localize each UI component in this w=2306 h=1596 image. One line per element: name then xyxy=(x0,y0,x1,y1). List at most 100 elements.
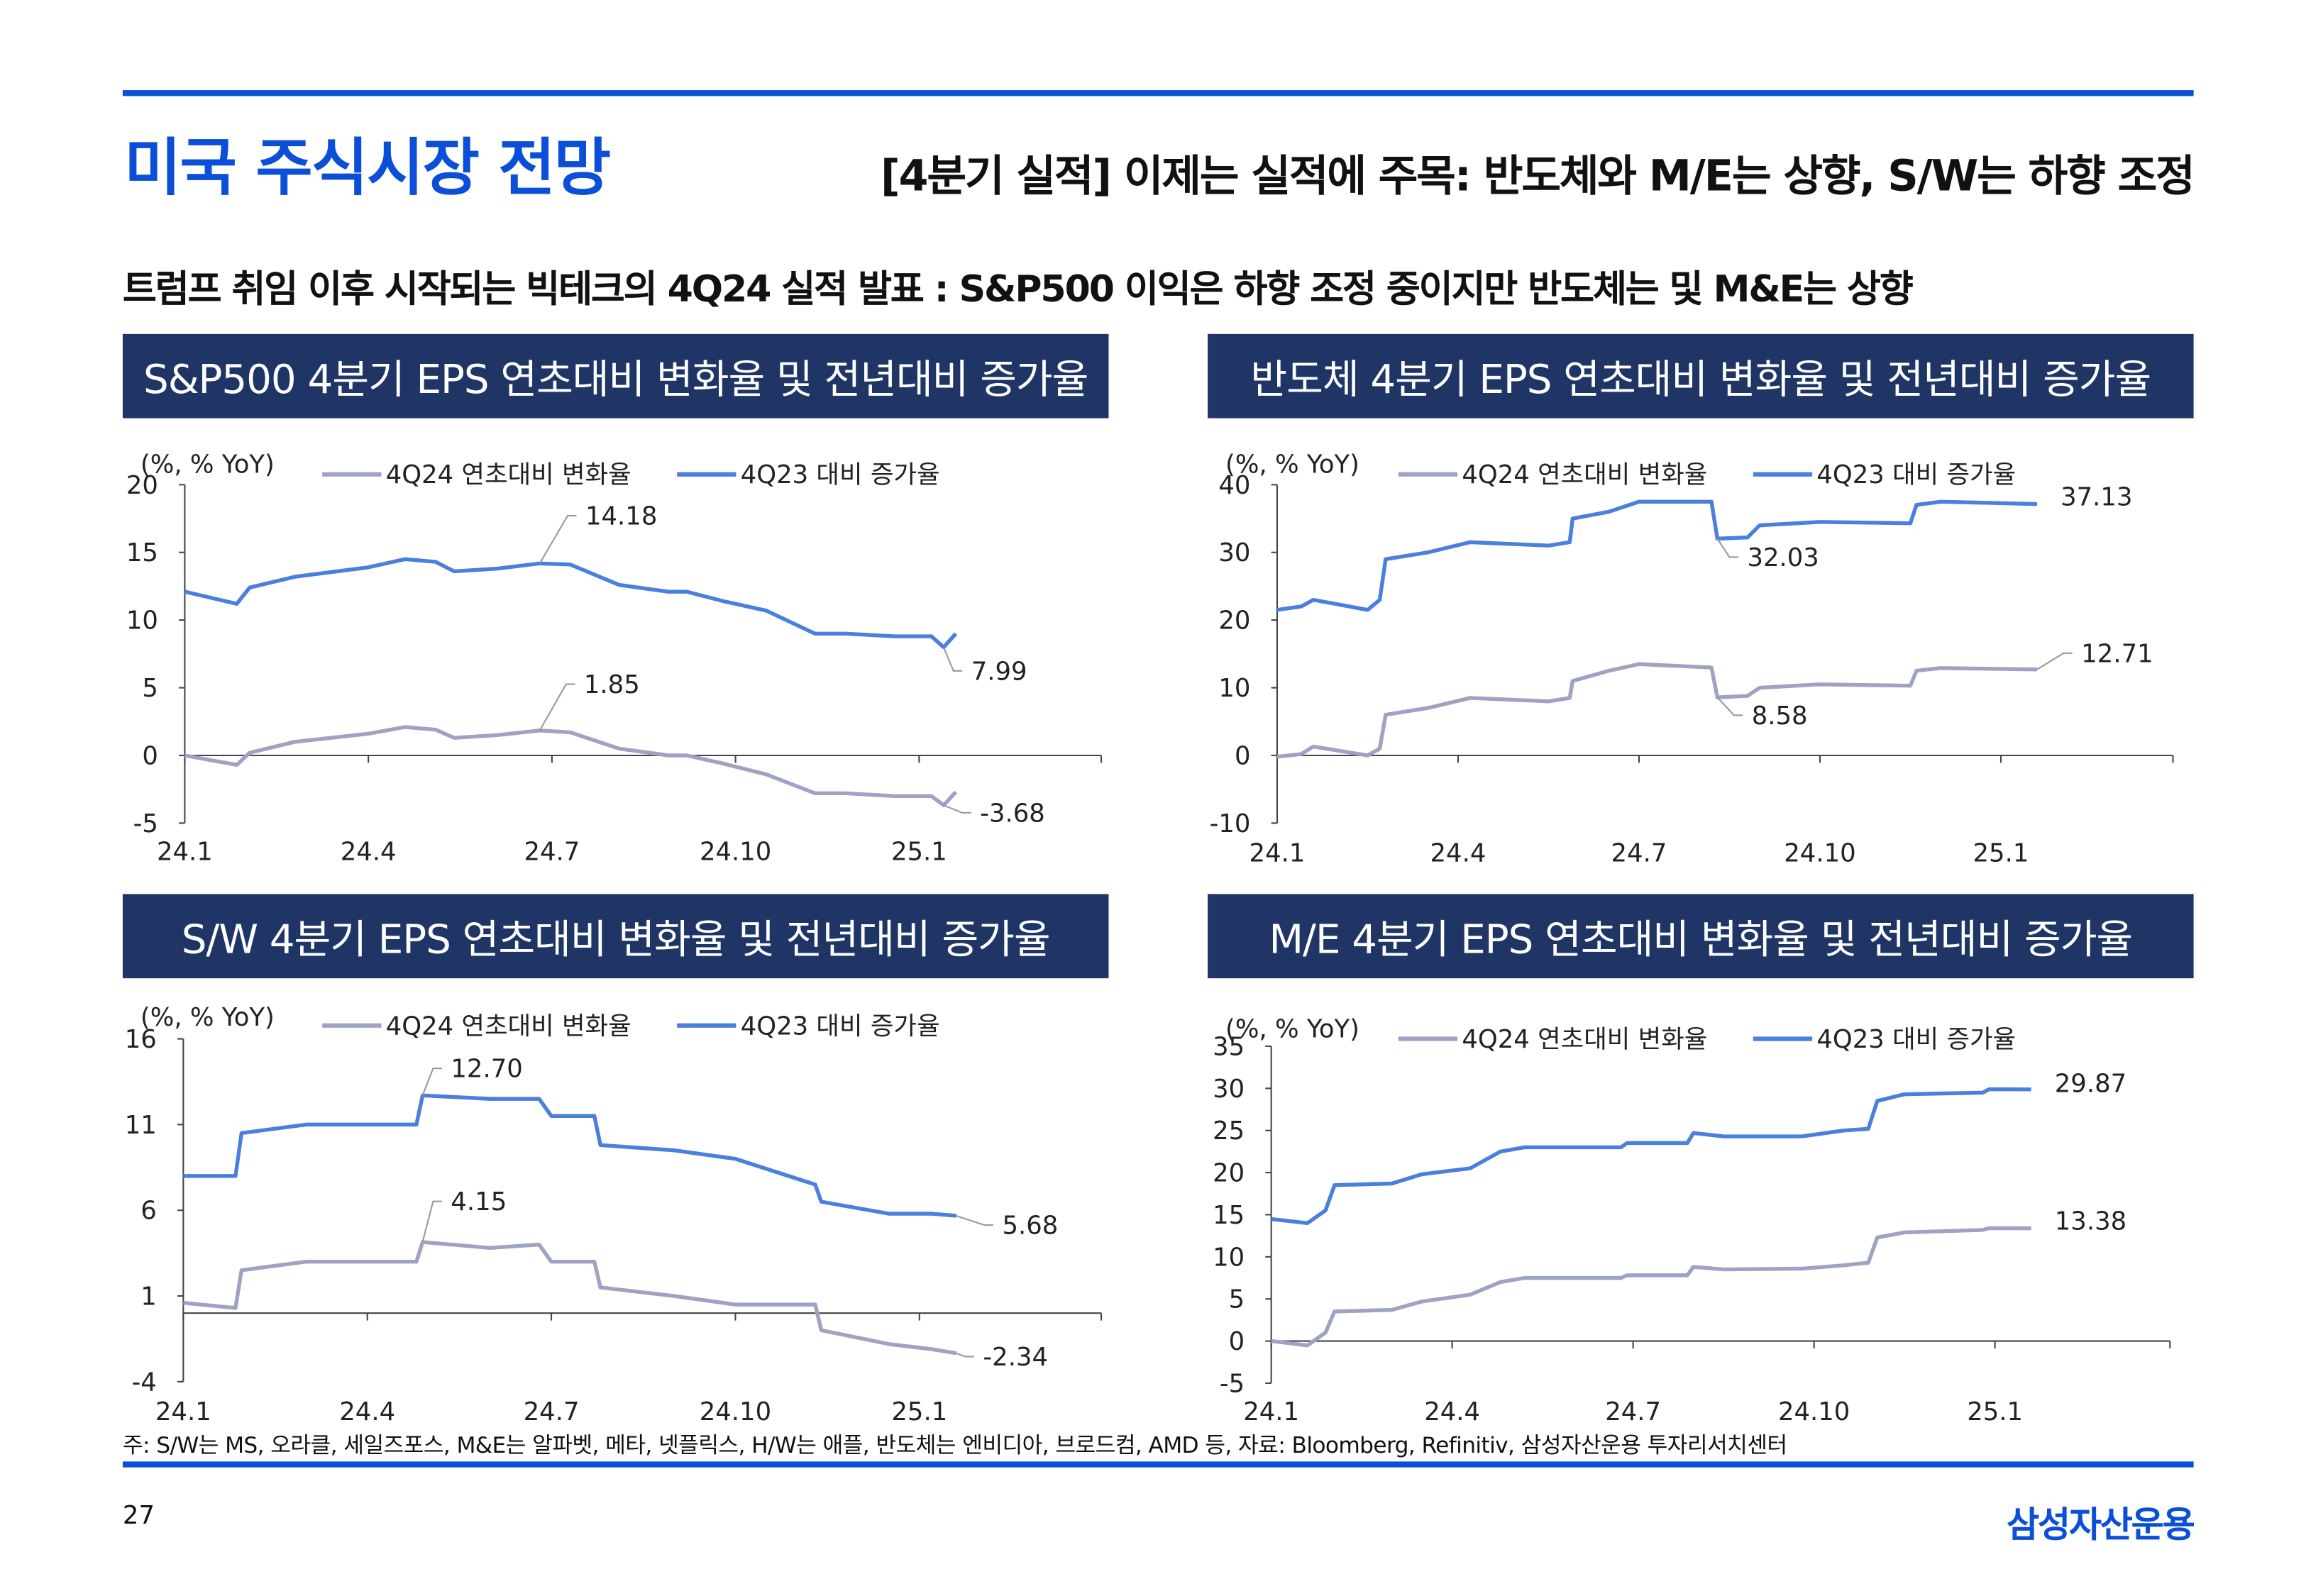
y-tick-label: 30 xyxy=(1213,1075,1245,1104)
legend-label: 4Q23 대비 증가율 xyxy=(741,460,940,489)
legend-label: 4Q23 대비 증가율 xyxy=(1816,460,2016,489)
annotation-label: 8.58 xyxy=(1752,702,1808,731)
y-tick-label: 5 xyxy=(1229,1285,1245,1314)
annotation-leader xyxy=(956,1352,974,1358)
annotation-label: 7.99 xyxy=(971,657,1027,686)
annotation-leader xyxy=(1716,538,1738,558)
x-tick-label: 25.1 xyxy=(1967,1397,2023,1426)
annotation-label: 12.71 xyxy=(2081,639,2153,668)
y-tick-label: 5 xyxy=(142,674,158,703)
y-tick-label: -10 xyxy=(1210,809,1251,838)
x-tick-label: 25.1 xyxy=(891,837,947,866)
y-tick-label: 15 xyxy=(126,538,158,567)
series-line-4q24-revision xyxy=(1271,1226,2031,1348)
y-tick-label: -5 xyxy=(1220,1369,1245,1398)
annotation-label: -2.34 xyxy=(983,1343,1048,1372)
annotation-leader xyxy=(1716,697,1743,716)
annotation-leader xyxy=(956,1214,993,1226)
company-logo: 삼성자산운용 xyxy=(2007,1504,2195,1546)
page-title: 미국 주식시장 전망 xyxy=(123,131,611,204)
series-line-4q23-growth xyxy=(1276,499,2038,612)
annotation-label: 14.18 xyxy=(585,502,657,531)
annotation-leader xyxy=(421,1068,442,1096)
y-tick-label: 10 xyxy=(1213,1243,1245,1272)
x-tick-label: 24.4 xyxy=(341,837,397,866)
page-subtitle: [4분기 실적] 이제는 실적에 주목: 반도체와 M/E는 상향, S/W는 … xyxy=(880,150,2195,201)
y-tick-label: -4 xyxy=(132,1368,157,1397)
y-tick-label: 15 xyxy=(1213,1201,1245,1230)
y-tick-label: 11 xyxy=(125,1111,157,1140)
x-tick-label: 25.1 xyxy=(891,1397,947,1426)
x-tick-label: 24.10 xyxy=(1784,839,1855,868)
page-number: 27 xyxy=(122,1501,155,1531)
series-line-4q23-growth xyxy=(184,557,958,650)
y-tick-label: 0 xyxy=(1235,741,1251,770)
top-rule xyxy=(122,90,2194,96)
unit-label: (%, % YoY) xyxy=(1225,450,1359,480)
headline: 트럼프 취임 이후 시작되는 빅테크의 4Q24 실적 발표 : S&P500 … xyxy=(122,267,1914,311)
annotation-leader xyxy=(539,683,575,731)
x-tick-label: 24.10 xyxy=(1778,1397,1850,1426)
x-tick-label: 24.4 xyxy=(1424,1397,1480,1426)
y-tick-label: 25 xyxy=(1213,1116,1245,1146)
x-tick-label: 24.1 xyxy=(155,1397,211,1426)
y-tick-label: -5 xyxy=(133,809,158,838)
annotation-label: 1.85 xyxy=(584,670,640,699)
legend-label: 4Q24 연초대비 변화율 xyxy=(1462,1025,1707,1054)
chart-title-sp500: S&P500 4분기 EPS 연초대비 변화율 및 전년대비 증가율 xyxy=(122,333,1109,419)
x-tick-label: 24.4 xyxy=(1430,839,1486,868)
unit-label: (%, % YoY) xyxy=(140,1003,275,1032)
y-tick-label: 30 xyxy=(1218,538,1250,567)
chart-title-semis: 반도체 4분기 EPS 연초대비 변화율 및 전년대비 증가율 xyxy=(1208,333,2194,419)
y-tick-label: 16 xyxy=(125,1025,157,1054)
series-line-4q24-revision xyxy=(1276,662,2038,759)
series-line-4q24-revision xyxy=(183,1240,957,1356)
x-tick-label: 24.7 xyxy=(1611,839,1667,868)
annotation-label: 12.70 xyxy=(451,1055,522,1084)
footnote: 주: S/W는 MS, 오라클, 세일즈포스, M&E는 알파벳, 메타, 넷플… xyxy=(122,1431,1787,1459)
annotation-label: 5.68 xyxy=(1002,1212,1058,1241)
legend-label: 4Q23 대비 증가율 xyxy=(741,1012,940,1041)
annotation-leader xyxy=(942,647,963,672)
annotation-label: 32.03 xyxy=(1747,543,1819,572)
y-tick-label: 0 xyxy=(1229,1327,1245,1356)
x-tick-label: 24.1 xyxy=(1249,839,1306,868)
x-tick-label: 24.1 xyxy=(157,837,213,866)
annotation-label: 13.38 xyxy=(2055,1207,2126,1236)
y-tick-label: 1 xyxy=(140,1282,157,1312)
x-tick-label: 24.1 xyxy=(1243,1397,1299,1426)
x-tick-label: 25.1 xyxy=(1973,839,2029,868)
y-tick-label: 10 xyxy=(1218,674,1250,703)
legend-label: 4Q24 연초대비 변화율 xyxy=(386,1012,631,1041)
y-tick-label: 20 xyxy=(126,471,158,500)
series-line-4q23-growth xyxy=(183,1093,956,1218)
x-tick-label: 24.4 xyxy=(339,1397,395,1426)
x-tick-label: 24.7 xyxy=(524,1397,580,1426)
bottom-rule xyxy=(122,1461,2194,1468)
annotation-label: 4.15 xyxy=(451,1187,507,1217)
annotation-leader xyxy=(943,804,971,814)
legend-label: 4Q24 연초대비 변화율 xyxy=(386,460,631,489)
annotation-label: 29.87 xyxy=(2055,1070,2126,1099)
y-tick-label: 20 xyxy=(1218,606,1250,636)
y-tick-label: 10 xyxy=(126,606,158,636)
y-tick-label: 35 xyxy=(1213,1032,1245,1061)
y-tick-label: 0 xyxy=(142,741,158,770)
unit-label: (%, % YoY) xyxy=(140,450,275,480)
y-tick-label: 40 xyxy=(1218,471,1250,500)
x-tick-label: 24.7 xyxy=(524,837,580,866)
x-tick-label: 24.7 xyxy=(1605,1397,1661,1426)
unit-label: (%, % YoY) xyxy=(1225,1014,1359,1043)
y-tick-label: 20 xyxy=(1213,1159,1245,1188)
x-tick-label: 24.10 xyxy=(700,1397,771,1426)
legend-label: 4Q24 연초대비 변화율 xyxy=(1462,460,1707,489)
chart-title-sw: S/W 4분기 EPS 연초대비 변화율 및 전년대비 증가율 xyxy=(122,894,1109,979)
chart-title-me: M/E 4분기 EPS 연초대비 변화율 및 전년대비 증가율 xyxy=(1208,894,2194,979)
series-line-4q23-growth xyxy=(1271,1087,2031,1226)
annotation-leader xyxy=(421,1200,442,1243)
series-line-4q24-revision xyxy=(184,725,958,807)
legend-label: 4Q23 대비 증가율 xyxy=(1816,1025,2016,1054)
annotation-label: 37.13 xyxy=(2060,482,2132,511)
